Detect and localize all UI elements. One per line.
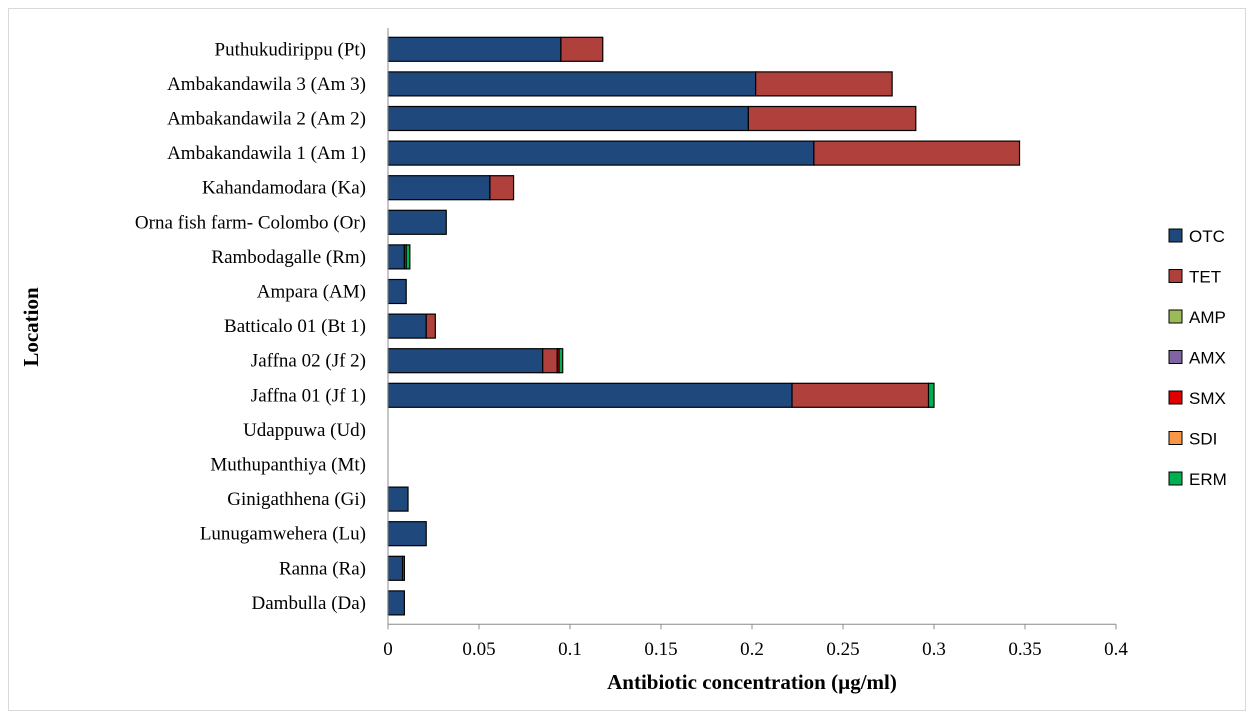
category-label: Ranna (Ra) <box>279 558 366 579</box>
x-tick-label: 0.25 <box>826 639 859 660</box>
category-label: Udappuwa (Ud) <box>243 420 366 441</box>
category-label: Lunugamwehera (Lu) <box>200 524 366 545</box>
bar-segment-otc <box>387 348 544 374</box>
bar-segment-tet <box>747 105 917 132</box>
bar-segment-tet <box>401 555 405 581</box>
bar-segment-otc <box>387 36 562 62</box>
legend-swatch-sdi <box>1168 431 1183 445</box>
bar-segment-tet <box>791 382 930 408</box>
bar-segment-otc <box>387 521 427 547</box>
category-label: Jaffna 02 (Jf 2) <box>251 351 366 372</box>
x-tick-label: 0.4 <box>1104 639 1128 660</box>
bar-segment-tet <box>560 36 604 62</box>
bar-segment-tet <box>542 348 558 374</box>
bar-segment-otc <box>387 71 757 97</box>
bar-segment-otc <box>387 382 793 408</box>
x-tick-label: 0.15 <box>644 639 677 660</box>
legend-label-tet: TET <box>1189 268 1221 287</box>
category-label: Muthupanthiya (Mt) <box>210 455 366 476</box>
legend-swatch-tet <box>1168 269 1183 283</box>
x-tick-label: 0.2 <box>740 639 764 660</box>
category-label: Ampara (AM) <box>257 282 366 303</box>
bar-segment-otc <box>387 175 491 201</box>
bar-segment-otc <box>387 209 447 235</box>
x-tick-label: 0.35 <box>1008 639 1041 660</box>
bar-segment-tet <box>755 71 893 97</box>
x-tick-labels: 0 0.05 0.1 0.15 0.2 0.25 0.3 0.35 0.4 <box>383 639 1128 660</box>
bar-segment-otc <box>387 278 407 305</box>
bar-segment-otc <box>387 590 405 616</box>
bar-segment-tet <box>489 175 515 201</box>
legend-label-erm: ERM <box>1189 470 1227 489</box>
category-label: Puthukudirippu (Pt) <box>215 39 366 60</box>
x-tick-label: 0.3 <box>922 639 946 660</box>
x-tick-label: 0 <box>383 639 393 660</box>
legend-swatch-smx <box>1168 390 1183 405</box>
category-label: Dambulla (Da) <box>252 593 366 614</box>
legend-swatch-amx <box>1168 350 1183 364</box>
category-label: Kahandamodara (Ka) <box>202 178 366 199</box>
axes-layer <box>387 28 1117 630</box>
legend-label-amp: AMP <box>1189 308 1226 327</box>
bar-segment-tet <box>425 313 436 339</box>
bars-layer <box>387 36 1021 616</box>
legend-label-sdi: SDI <box>1189 430 1217 449</box>
bar-segment-erm <box>927 382 935 408</box>
legend: OTC TET AMP AMX SMX SDI ERM <box>1168 227 1227 489</box>
legend-swatch-amp <box>1168 309 1183 324</box>
legend-label-amx: AMX <box>1189 349 1226 368</box>
category-labels: Puthukudirippu (Pt) Ambakandawila 3 (Am 3… <box>135 39 366 614</box>
x-tick-label: 0.05 <box>462 639 495 660</box>
category-label: Rambodagalle (Rm) <box>211 247 366 268</box>
bar-segment-otc <box>387 140 815 166</box>
bar-segment-otc <box>387 244 405 270</box>
bar-segment-otc <box>387 313 427 339</box>
y-axis-title: Location <box>19 287 43 367</box>
category-label: Batticalo 01 (Bt 1) <box>224 316 366 337</box>
category-label: Orna fish farm- Colombo (Or) <box>135 212 366 233</box>
legend-swatch-erm <box>1168 471 1183 486</box>
legend-label-smx: SMX <box>1189 389 1226 408</box>
category-label: Ambakandawila 1 (Am 1) <box>167 143 366 164</box>
bar-segment-erm <box>405 244 411 270</box>
category-label: Ginigathhena (Gi) <box>227 489 366 510</box>
bar-segment-otc <box>387 105 749 132</box>
bar-segment-erm <box>558 348 564 374</box>
x-tick-label: 0.1 <box>558 639 582 660</box>
category-label: Ambakandawila 2 (Am 2) <box>167 109 366 130</box>
legend-swatch-otc <box>1168 228 1183 243</box>
bar-segment-otc <box>387 486 409 512</box>
x-axis-title: Antibiotic concentration (µg/ml) <box>607 670 897 694</box>
bar-segment-otc <box>387 555 404 581</box>
legend-label-otc: OTC <box>1189 227 1225 246</box>
bar-segment-tet <box>813 140 1021 166</box>
category-label: Ambakandawila 3 (Am 3) <box>167 74 366 95</box>
category-label: Jaffna 01 (Jf 1) <box>251 385 366 406</box>
